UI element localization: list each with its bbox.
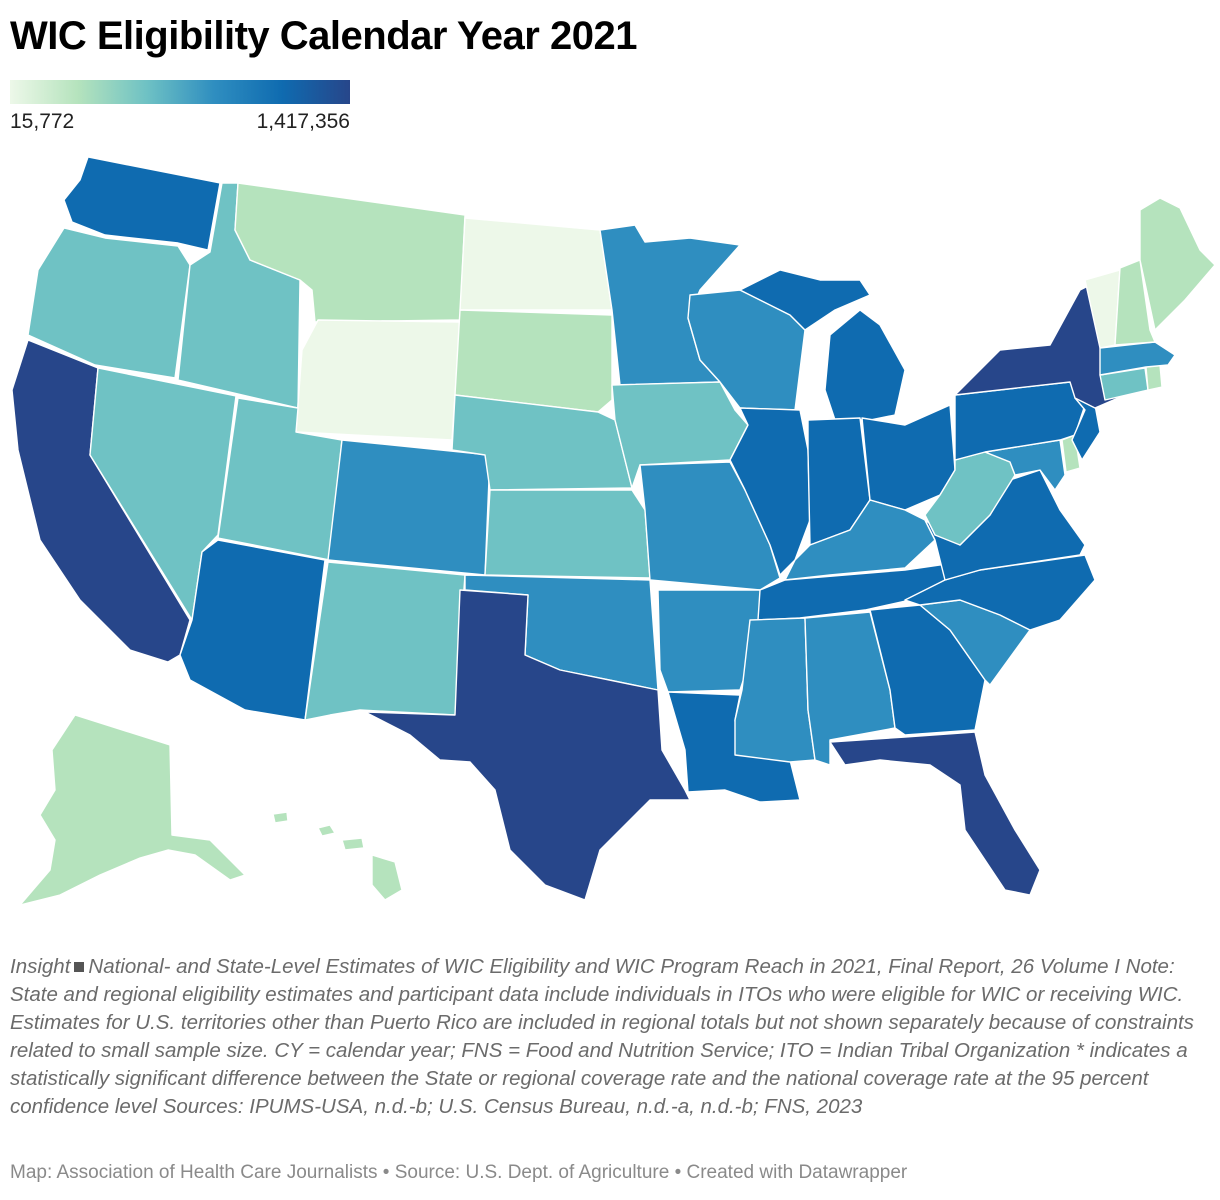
state-AK[interactable]: AK bbox=[19, 714, 246, 906]
notes-source-prefix: Insight bbox=[10, 955, 71, 978]
state-KS[interactable]: KS bbox=[484, 489, 651, 579]
state-ND[interactable]: ND bbox=[459, 217, 613, 311]
source-notes: Insight National- and State-Level Estimat… bbox=[10, 953, 1210, 1121]
state-SD[interactable]: SD bbox=[454, 309, 613, 413]
state-NM[interactable]: NM bbox=[304, 561, 466, 721]
state-FL[interactable]: FL bbox=[829, 731, 1041, 896]
color-legend: 15,772 1,417,356 bbox=[10, 80, 350, 134]
legend-gradient-bar bbox=[10, 80, 350, 104]
state-TX[interactable]: TX bbox=[364, 589, 691, 901]
state-MD[interactable]: MD bbox=[984, 439, 1066, 491]
state-AZ[interactable]: AZ bbox=[179, 539, 326, 721]
state-RI[interactable]: RI bbox=[1145, 364, 1163, 391]
separator-square-icon bbox=[74, 961, 85, 972]
notes-body: Volume I Note: State and regional eligib… bbox=[10, 955, 1194, 1118]
legend-min-label: 15,772 bbox=[10, 110, 75, 133]
map-credit: Map: Association of Health Care Journali… bbox=[10, 1162, 908, 1183]
us-choropleth-map: WA OR CA ID NV MT WY UT AZ CO NM ND SD N… bbox=[0, 150, 1220, 930]
state-MI[interactable]: MI bbox=[739, 269, 906, 421]
state-NH[interactable]: NH bbox=[1114, 259, 1156, 346]
state-IL[interactable]: IL bbox=[729, 407, 811, 576]
state-NE[interactable]: NE bbox=[451, 394, 633, 491]
state-ME[interactable]: ME bbox=[1139, 197, 1216, 331]
state-HI[interactable]: HI bbox=[272, 811, 403, 901]
state-WY[interactable]: WY bbox=[295, 319, 461, 441]
notes-source-line: National- and State-Level Estimates of W… bbox=[88, 955, 1035, 978]
state-CO[interactable]: CO bbox=[327, 439, 491, 576]
state-OR[interactable]: OR bbox=[27, 227, 191, 379]
state-WA[interactable]: WA bbox=[63, 156, 221, 251]
chart-title: WIC Eligibility Calendar Year 2021 bbox=[10, 14, 637, 58]
legend-max-label: 1,417,356 bbox=[256, 110, 350, 133]
